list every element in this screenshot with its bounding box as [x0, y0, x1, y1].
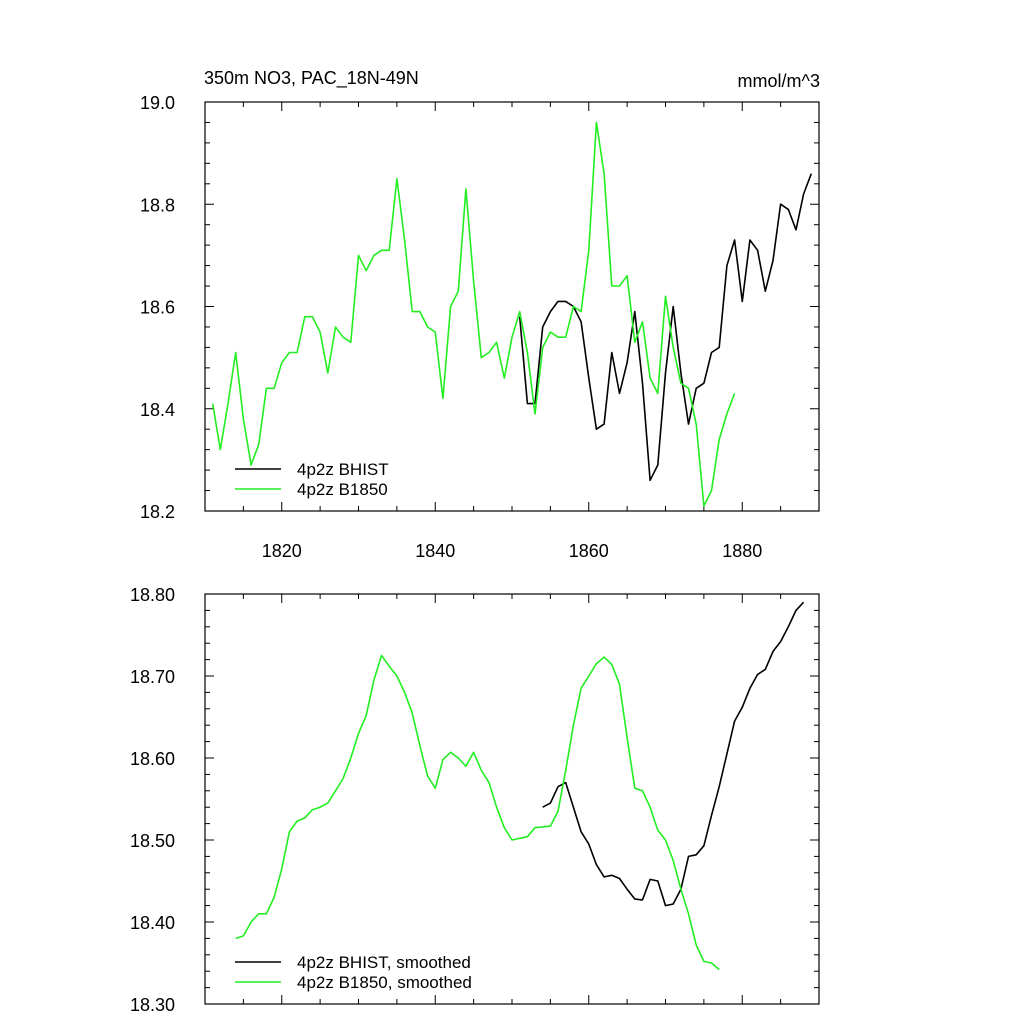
top-plot-frame [204, 101, 820, 512]
y-tick-label: 18.60 [130, 749, 175, 769]
chart-title: 350m NO3, PAC_18N-49N [204, 68, 419, 89]
top-series [211, 121, 813, 507]
y-tick-label: 18.6 [140, 298, 175, 318]
y-tick-label: 19.0 [140, 93, 175, 113]
y-tick-label: 18.2 [140, 502, 175, 522]
x-tick-label: 1860 [569, 541, 609, 561]
top-legend: 4p2z BHIST 4p2z B1850 [235, 460, 389, 499]
x-tick-label: 1840 [415, 541, 455, 561]
bottom-panel: 18.30 18.40 18.50 18.60 18.70 18.80 4p2z BHIS… [130, 585, 820, 1015]
y-tick-label: 18.4 [140, 400, 175, 420]
bottom-legend: 4p2z BHIST, smoothed 4p2z B1850, smoothe… [235, 953, 472, 992]
y-tick-label: 18.8 [140, 195, 175, 215]
legend-label-bhist-smoothed: 4p2z BHIST, smoothed [297, 953, 471, 972]
top-panel: 350m NO3, PAC_18N-49N mmol/m^3 1820 1840 1… [140, 68, 820, 561]
series-line-bhist [542, 601, 805, 907]
bottom-plot-frame [204, 593, 820, 1005]
units-label: mmol/m^3 [738, 71, 820, 91]
bottom-ticks: 18.30 18.40 18.50 18.60 18.70 18.80 [130, 585, 820, 1015]
y-tick-label: 18.30 [130, 995, 175, 1015]
legend-label-b1850-smoothed: 4p2z B1850, smoothed [297, 973, 472, 992]
y-tick-label: 18.70 [130, 667, 175, 687]
y-tick-label: 18.50 [130, 831, 175, 851]
x-tick-label: 1820 [262, 541, 302, 561]
series-line-bhist [518, 173, 813, 482]
series-line-b1850 [235, 654, 720, 971]
x-tick-label: 1880 [722, 541, 762, 561]
series-line-b1850 [211, 121, 736, 507]
y-tick-label: 18.80 [130, 585, 175, 605]
bottom-series [235, 601, 805, 971]
legend-label-bhist: 4p2z BHIST [297, 460, 389, 479]
legend-label-b1850: 4p2z B1850 [297, 480, 388, 499]
top-ticks: 1820 1840 1860 1880 18.2 18.4 18.6 18.8 19.0 [140, 93, 820, 561]
y-tick-label: 18.40 [130, 913, 175, 933]
